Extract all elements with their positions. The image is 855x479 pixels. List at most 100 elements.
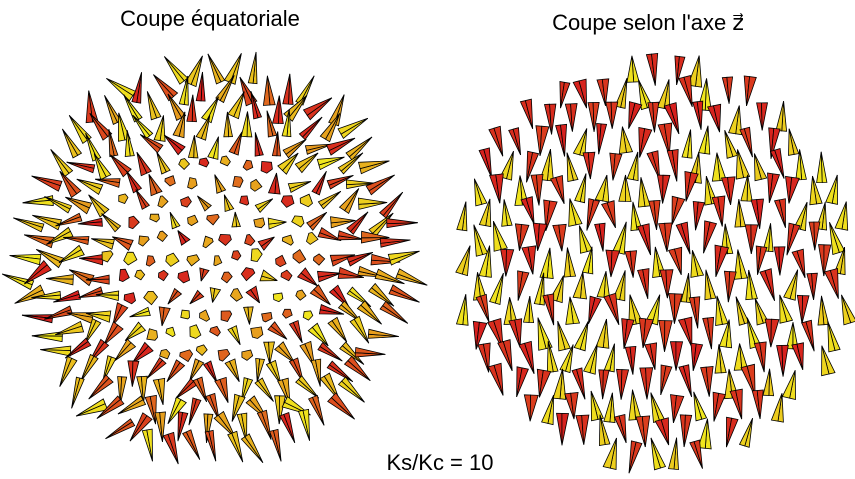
cone-face <box>746 363 756 397</box>
cone-head-on <box>189 324 202 339</box>
cone-face <box>514 318 523 348</box>
cone-face <box>247 51 257 84</box>
cone-face <box>207 53 222 85</box>
cone-face <box>131 360 140 387</box>
cone-face <box>817 295 825 326</box>
cone-face <box>311 394 325 426</box>
cone-head-on <box>220 310 233 322</box>
cone-face <box>266 110 274 138</box>
cone-face <box>139 134 161 154</box>
cone-face <box>671 197 686 225</box>
cone-face <box>656 79 670 109</box>
cone-head-on <box>179 349 194 363</box>
cone-face <box>159 411 166 442</box>
cone-face <box>135 189 147 210</box>
cone-face <box>189 292 205 305</box>
cone-face <box>387 250 420 261</box>
cone-face <box>612 153 623 181</box>
cone-face <box>341 376 365 403</box>
cone-face <box>345 179 375 186</box>
right-title: Coupe selon l'axe z⃗ <box>552 10 744 35</box>
cone-face <box>674 293 683 324</box>
cone-face <box>783 269 799 300</box>
cone-face <box>740 174 749 202</box>
cone-face <box>493 221 502 252</box>
cone-face <box>331 316 348 343</box>
cone-face <box>579 225 588 254</box>
cone-face <box>153 115 164 142</box>
cone-face <box>68 115 88 145</box>
cone-head-on <box>178 158 191 170</box>
cone-head-on <box>157 195 169 208</box>
cone-face <box>642 223 651 256</box>
cone-face <box>503 297 512 325</box>
cone-face <box>756 389 764 420</box>
cone-face <box>764 268 775 301</box>
cone-face <box>638 79 648 111</box>
cone-face <box>598 414 606 446</box>
cone-face <box>317 190 342 207</box>
cone-face <box>570 392 579 420</box>
cone-face <box>50 149 70 178</box>
cone-face <box>547 293 555 326</box>
cone-head-on <box>282 308 293 319</box>
cone-face <box>341 341 365 365</box>
cone-face <box>475 321 488 350</box>
cone-head-on <box>177 270 191 284</box>
cone-face <box>711 152 721 182</box>
cone-face <box>545 200 558 231</box>
cone-head-on <box>239 195 250 206</box>
cone-face <box>770 393 783 422</box>
cone-face <box>58 249 85 263</box>
cone-face <box>188 398 202 426</box>
cone-face <box>717 195 726 227</box>
cone-face <box>146 359 167 379</box>
cone-face <box>272 95 280 124</box>
cone-face <box>552 368 563 400</box>
cone-face <box>596 271 607 298</box>
left-title: Coupe équatoriale <box>120 6 300 31</box>
cone-face <box>665 269 674 299</box>
cone-face <box>146 91 158 121</box>
cone-face <box>95 294 119 302</box>
cone-face <box>501 199 508 227</box>
cone-face <box>726 417 739 448</box>
cone-face <box>9 255 41 266</box>
cone-face <box>642 318 654 349</box>
cone-face <box>112 304 129 326</box>
cone-head-on <box>157 269 169 282</box>
cone-head-on <box>260 160 273 174</box>
cone-face <box>495 173 504 204</box>
cone-head-on <box>240 267 256 282</box>
cone-face <box>382 300 409 324</box>
cone-head-on <box>186 254 200 267</box>
cone-face <box>693 439 703 469</box>
cone-face <box>262 75 271 106</box>
cone-face <box>55 216 83 227</box>
cone-face <box>132 345 154 364</box>
cone-face <box>727 176 736 205</box>
cone-face <box>390 284 420 303</box>
cone-face <box>618 174 627 202</box>
cone-face <box>610 250 621 278</box>
cone-face <box>499 151 514 180</box>
cone-face <box>129 415 153 442</box>
cone-face <box>368 328 399 337</box>
cone-face <box>292 319 303 344</box>
cone-face <box>608 292 620 325</box>
cone-face <box>707 316 715 350</box>
cone-face <box>315 358 322 387</box>
cone-face <box>588 297 602 324</box>
cone-face <box>2 273 33 291</box>
cone-face <box>132 114 151 140</box>
cone-face <box>200 96 219 121</box>
cone-face <box>161 307 171 327</box>
cone-face <box>715 245 730 277</box>
cone-head-on <box>292 249 307 264</box>
cone-face <box>347 355 371 381</box>
cone-face <box>628 441 643 474</box>
cone-head-on <box>250 178 263 192</box>
cone-face <box>539 125 550 157</box>
cone-face <box>177 230 187 246</box>
cone-face <box>642 268 650 299</box>
